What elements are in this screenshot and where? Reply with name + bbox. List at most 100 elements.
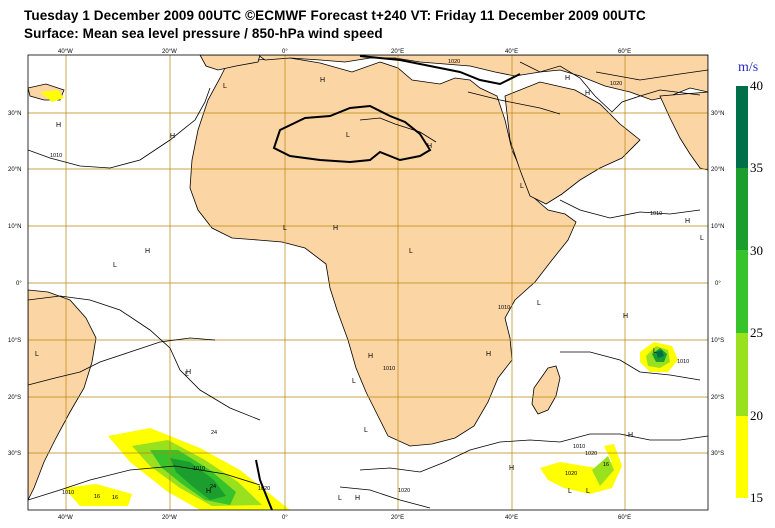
pressure-center: L — [223, 83, 227, 90]
pressure-center: H — [623, 313, 628, 320]
pressure-center: L — [537, 300, 541, 307]
madagascar-landmass — [531, 365, 561, 415]
pressure-center: L — [352, 378, 356, 385]
lon-label: 40°W — [58, 515, 73, 521]
pressure-center: L — [409, 248, 413, 255]
isobar-label: 1020 — [610, 81, 622, 87]
lon-label: 20°W — [162, 49, 177, 55]
pressure-center: L — [113, 262, 117, 269]
colorbar-band — [736, 86, 748, 168]
lat-label: 0° — [16, 281, 22, 287]
lon-labels: 40°W 20°W 0° 20°E 40°E 60°E 40°W 20°W 0°… — [58, 49, 631, 521]
isobar-label: 1010 — [50, 153, 62, 159]
lon-label: 40°W — [58, 49, 73, 55]
colorbar-tick: 30 — [750, 243, 763, 258]
lat-label: 10°S — [8, 338, 21, 344]
south-america-landmass — [28, 289, 97, 501]
colorbar-band — [736, 168, 748, 250]
isobar-label: 1020 — [585, 451, 597, 457]
isobar-label: 1020 — [398, 488, 410, 494]
pressure-center: H — [170, 133, 175, 140]
pressure-center: L — [520, 183, 524, 190]
wind-label: 16 — [94, 494, 100, 500]
lon-label: 20°E — [391, 515, 404, 521]
isobar-label: 1010 — [62, 490, 74, 496]
pressure-center: H — [56, 122, 61, 129]
isobar-label: 1010 — [193, 466, 205, 472]
pressure-center: H — [333, 225, 338, 232]
pressure-center: L — [568, 488, 572, 495]
lat-label: 10°S — [711, 338, 724, 344]
pressure-center: L — [586, 488, 590, 495]
colorbar-band — [736, 416, 748, 498]
lon-label: 60°E — [618, 49, 631, 55]
colorbar-band — [736, 250, 748, 333]
pressure-center: H — [427, 143, 432, 150]
india-landmass — [659, 91, 708, 171]
lat-label: 20°S — [711, 395, 724, 401]
isobar-label: 1010 — [650, 211, 662, 217]
isobar-label: 1010 — [573, 444, 585, 450]
pressure-center: L — [700, 235, 704, 242]
pressure-center: L — [283, 225, 287, 232]
isobar-label: 1020 — [258, 486, 270, 492]
pressure-center: H — [486, 351, 491, 358]
isobars — [28, 61, 708, 509]
lat-label: 30°S — [8, 451, 21, 457]
pressure-center: H — [509, 465, 514, 472]
pressure-center: H — [565, 75, 570, 82]
pressure-center: H — [145, 248, 150, 255]
iberia-landmass — [199, 55, 261, 71]
lat-label: 20°N — [8, 167, 21, 173]
wind-label: 24 — [211, 430, 217, 436]
arabia-landmass — [504, 81, 641, 205]
lat-label: 30°N — [711, 111, 724, 117]
colorbar-tick: 40 — [750, 78, 763, 93]
pressure-center: L — [653, 348, 657, 355]
colorbar-tick: 35 — [750, 160, 763, 175]
title-line-1: Tuesday 1 December 2009 00UTC ©ECMWF For… — [24, 8, 646, 23]
pressure-center: H — [585, 90, 590, 97]
isobar-label: 1020 — [565, 471, 577, 477]
pressure-center: H — [685, 218, 690, 225]
colorbar-band — [736, 333, 748, 416]
pressure-center: L — [346, 132, 350, 139]
lat-label: 10°N — [8, 224, 21, 230]
graticule — [28, 55, 708, 510]
isobar-labels: 1020 1020 1010 1010 1010 1010 1010 1010 … — [50, 59, 689, 496]
lat-label: 20°S — [8, 395, 21, 401]
lon-label: 0° — [282, 49, 288, 55]
lat-label: 20°N — [711, 167, 724, 173]
isobar-label: 1010 — [498, 305, 510, 311]
lon-label: 20°E — [391, 49, 404, 55]
pressure-center: L — [338, 495, 342, 502]
wind-labels: 16 24 16 24 16 — [94, 430, 609, 501]
pressure-center: H — [355, 495, 360, 502]
lat-label: 0° — [715, 281, 721, 287]
colorbar-tick: 20 — [750, 408, 763, 423]
pressure-center: L — [364, 427, 368, 434]
wind-label: 24 — [210, 484, 216, 490]
pressure-center: L — [185, 371, 189, 378]
map-frame — [27, 54, 709, 511]
lat-label: 30°N — [8, 111, 21, 117]
title-line-2: Surface: Mean sea level pressure / 850-h… — [24, 26, 383, 41]
pressure-center: H — [320, 77, 325, 84]
isobar-label: 1010 — [677, 359, 689, 365]
lon-label: 60°E — [618, 515, 631, 521]
lat-label: 30°S — [711, 451, 724, 457]
wind-label: 16 — [603, 462, 609, 468]
lat-labels: 30°N 20°N 10°N 0° 10°S 20°S 30°S 30°N 20… — [8, 111, 724, 457]
pressure-center: H — [628, 432, 633, 439]
colorbar-unit: m/s — [738, 60, 759, 75]
thick-isobars — [255, 55, 521, 510]
pressure-center: H — [186, 369, 191, 376]
colorbar-tick: 15 — [750, 490, 763, 505]
wind-shading — [40, 90, 678, 510]
lon-label: 20°W — [162, 515, 177, 521]
pressure-center: L — [35, 351, 39, 358]
pressure-center: H — [368, 353, 373, 360]
lon-label: 40°E — [505, 515, 518, 521]
colorbar — [736, 86, 748, 498]
